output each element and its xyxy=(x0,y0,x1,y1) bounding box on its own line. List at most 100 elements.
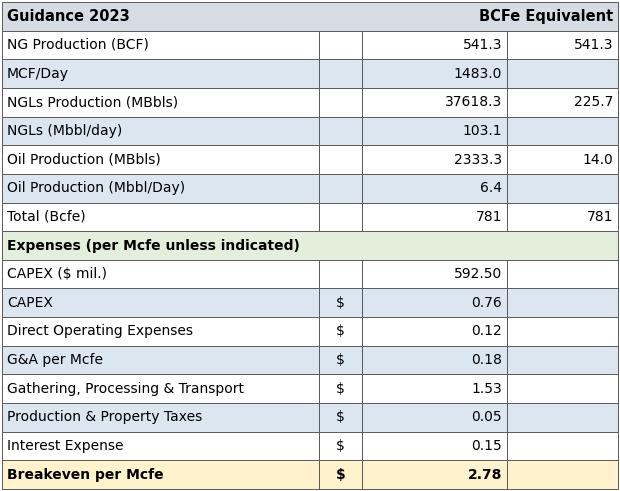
Text: 0.12: 0.12 xyxy=(471,325,502,338)
Bar xyxy=(362,260,507,289)
Bar xyxy=(2,2,618,30)
Bar xyxy=(507,88,618,116)
Bar xyxy=(507,174,618,202)
Bar xyxy=(319,260,362,289)
Text: $: $ xyxy=(337,410,345,424)
Text: 37618.3: 37618.3 xyxy=(445,95,502,109)
Bar xyxy=(507,289,618,317)
Bar xyxy=(319,403,362,432)
Bar xyxy=(507,317,618,346)
Bar xyxy=(2,432,319,461)
Bar xyxy=(507,346,618,375)
Bar xyxy=(362,88,507,116)
Text: NGLs Production (MBbls): NGLs Production (MBbls) xyxy=(7,95,178,109)
Bar xyxy=(319,346,362,375)
Text: Breakeven per Mcfe: Breakeven per Mcfe xyxy=(7,467,164,482)
Bar xyxy=(2,260,319,289)
Bar xyxy=(362,116,507,145)
Bar xyxy=(319,202,362,231)
Text: 103.1: 103.1 xyxy=(463,124,502,138)
Bar xyxy=(362,202,507,231)
Bar xyxy=(507,432,618,461)
Text: 0.18: 0.18 xyxy=(471,353,502,367)
Bar xyxy=(2,59,319,88)
Text: $: $ xyxy=(337,353,345,367)
Text: $: $ xyxy=(337,439,345,453)
Text: 2333.3: 2333.3 xyxy=(454,153,502,166)
Text: Direct Operating Expenses: Direct Operating Expenses xyxy=(7,325,193,338)
Text: $: $ xyxy=(336,467,346,482)
Bar xyxy=(2,461,319,489)
Bar xyxy=(362,317,507,346)
Text: 2.78: 2.78 xyxy=(467,467,502,482)
Bar xyxy=(362,289,507,317)
Bar xyxy=(362,461,507,489)
Bar xyxy=(507,403,618,432)
Bar xyxy=(2,88,319,116)
Text: G&A per Mcfe: G&A per Mcfe xyxy=(7,353,103,367)
Text: MCF/Day: MCF/Day xyxy=(7,67,69,81)
Bar xyxy=(2,403,319,432)
Bar xyxy=(319,116,362,145)
Bar xyxy=(507,30,618,59)
Bar xyxy=(319,30,362,59)
Text: Expenses (per Mcfe unless indicated): Expenses (per Mcfe unless indicated) xyxy=(7,239,300,252)
Bar xyxy=(2,231,618,260)
Bar xyxy=(507,116,618,145)
Bar xyxy=(507,59,618,88)
Text: 781: 781 xyxy=(587,210,613,224)
Bar xyxy=(319,88,362,116)
Bar xyxy=(2,346,319,375)
Text: NGLs (Mbbl/day): NGLs (Mbbl/day) xyxy=(7,124,122,138)
Text: NG Production (BCF): NG Production (BCF) xyxy=(7,38,149,52)
Text: Gathering, Processing & Transport: Gathering, Processing & Transport xyxy=(7,382,244,396)
Text: Production & Property Taxes: Production & Property Taxes xyxy=(7,410,202,424)
Text: BCFe Equivalent: BCFe Equivalent xyxy=(479,9,613,24)
Text: 1483.0: 1483.0 xyxy=(454,67,502,81)
Bar xyxy=(507,145,618,174)
Bar xyxy=(2,30,319,59)
Bar xyxy=(319,145,362,174)
Bar xyxy=(507,461,618,489)
Text: Interest Expense: Interest Expense xyxy=(7,439,123,453)
Bar xyxy=(2,289,319,317)
Bar xyxy=(319,289,362,317)
Bar xyxy=(319,174,362,202)
Text: 541.3: 541.3 xyxy=(463,38,502,52)
Bar xyxy=(319,59,362,88)
Bar xyxy=(319,375,362,403)
Text: 225.7: 225.7 xyxy=(574,95,613,109)
Text: 781: 781 xyxy=(476,210,502,224)
Bar xyxy=(507,202,618,231)
Text: $: $ xyxy=(337,382,345,396)
Text: Guidance 2023: Guidance 2023 xyxy=(7,9,130,24)
Text: 0.05: 0.05 xyxy=(471,410,502,424)
Text: CAPEX: CAPEX xyxy=(7,296,53,310)
Bar xyxy=(362,174,507,202)
Text: Oil Production (Mbbl/Day): Oil Production (Mbbl/Day) xyxy=(7,181,185,195)
Bar xyxy=(362,403,507,432)
Text: 541.3: 541.3 xyxy=(574,38,613,52)
Text: 14.0: 14.0 xyxy=(582,153,613,166)
Bar xyxy=(362,30,507,59)
Bar xyxy=(362,432,507,461)
Text: Oil Production (MBbls): Oil Production (MBbls) xyxy=(7,153,161,166)
Bar xyxy=(2,375,319,403)
Bar xyxy=(362,375,507,403)
Bar xyxy=(2,116,319,145)
Bar xyxy=(319,432,362,461)
Bar xyxy=(319,461,362,489)
Bar xyxy=(507,260,618,289)
Bar xyxy=(2,145,319,174)
Bar xyxy=(2,174,319,202)
Bar xyxy=(2,202,319,231)
Bar xyxy=(319,317,362,346)
Text: $: $ xyxy=(337,325,345,338)
Text: 1.53: 1.53 xyxy=(471,382,502,396)
Text: 0.15: 0.15 xyxy=(471,439,502,453)
Bar xyxy=(362,346,507,375)
Bar xyxy=(2,317,319,346)
Bar xyxy=(507,375,618,403)
Text: 592.50: 592.50 xyxy=(454,267,502,281)
Text: $: $ xyxy=(337,296,345,310)
